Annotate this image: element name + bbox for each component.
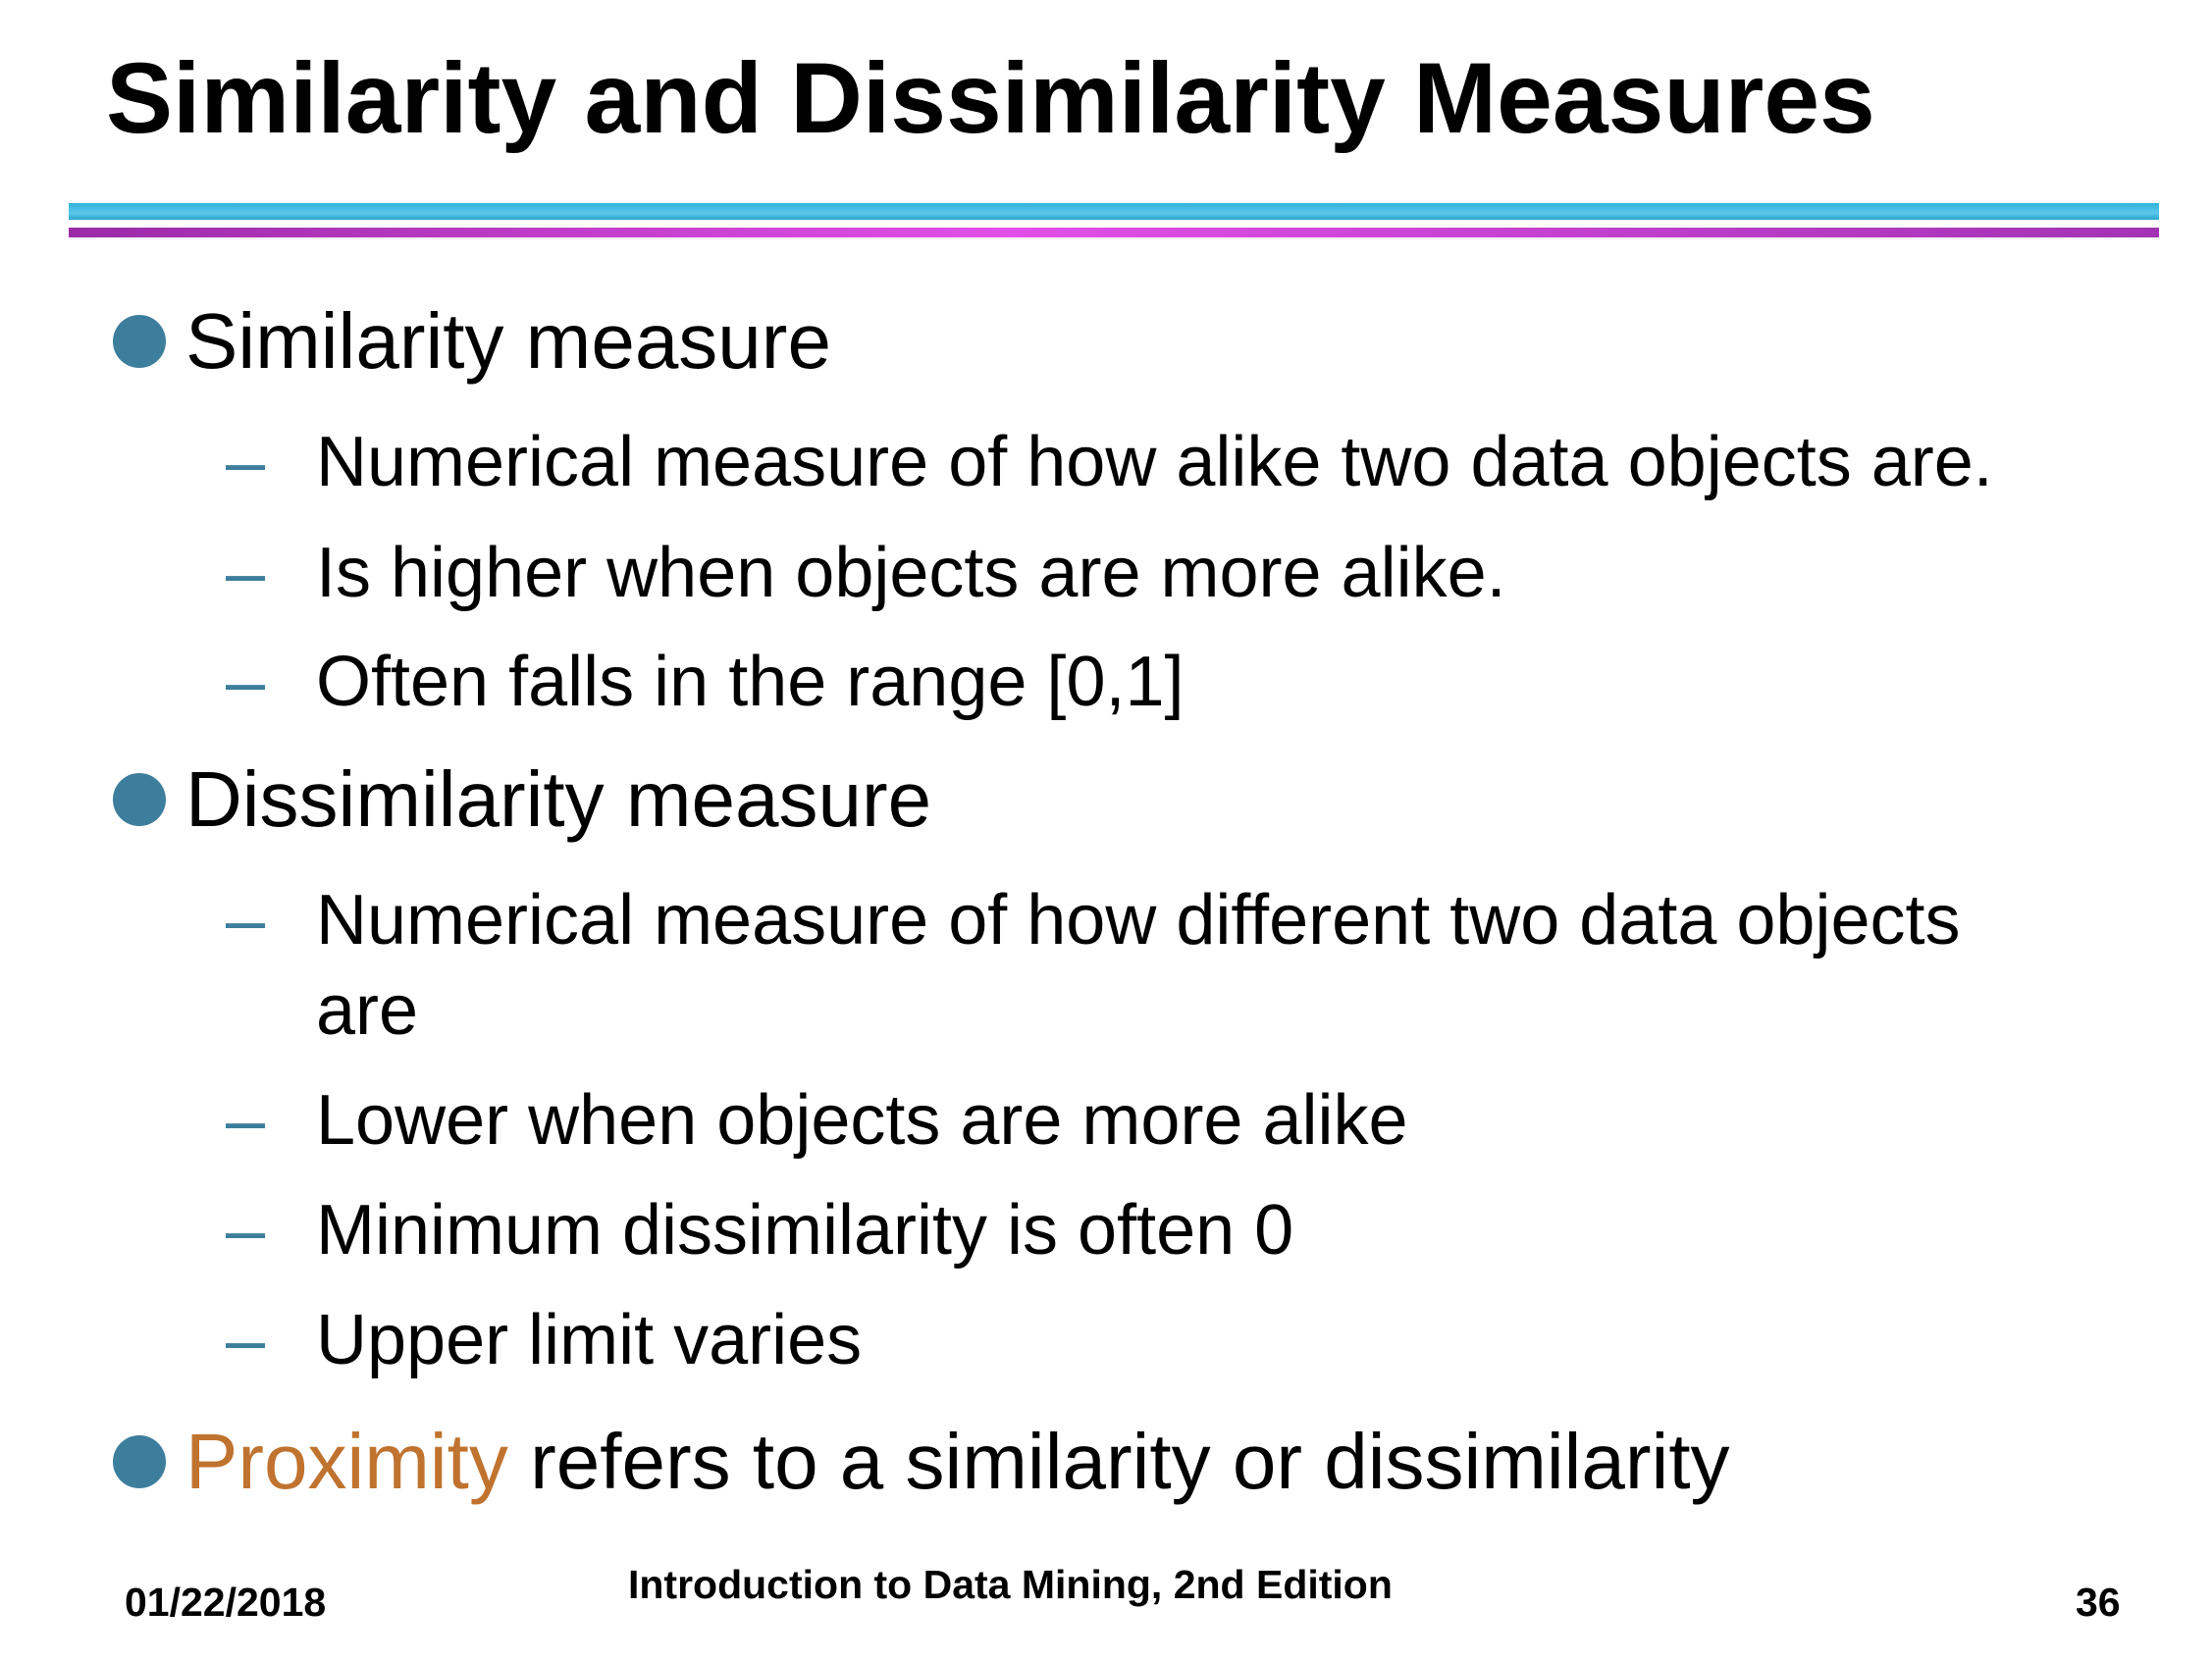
page-number: 36 [2076, 1580, 2121, 1625]
title-rule-magenta [69, 228, 2159, 237]
sub-item-text: Numerical measure of how alike two data … [316, 423, 1993, 501]
bullet-dot-icon [113, 315, 166, 368]
title-rule-cyan [69, 203, 2159, 220]
dash-icon: – [226, 1301, 266, 1379]
sub-item-text: Often falls in the range [0,1] [316, 643, 1185, 721]
highlight-term: Proximity [185, 1418, 508, 1505]
sub-item: – Is higher when objects are more alike. [226, 528, 1506, 618]
footer-book-title: Introduction to Data Mining, 2nd Edition [628, 1562, 1393, 1607]
sub-item-line: Numerical measure of how different two d… [316, 881, 1961, 960]
bullet-dissimilarity-measure: Dissimilarity measure [113, 751, 931, 849]
sub-item-text: Lower when objects are more alike [316, 1081, 1408, 1160]
sub-item: – Lower when objects are more alike [226, 1075, 1408, 1166]
sub-item-line: are [316, 971, 419, 1050]
footer-date: 01/22/2018 [125, 1580, 327, 1625]
sub-item-text: Is higher when objects are more alike. [316, 534, 1506, 612]
slide-title: Similarity and Dissimilarity Measures [106, 42, 1875, 154]
bullet-proximity: Proximity refers to a similarity or diss… [113, 1413, 1730, 1511]
sub-item: – Often falls in the range [0,1] [226, 637, 1185, 727]
dash-icon: – [226, 881, 266, 960]
dash-icon: – [226, 643, 266, 721]
bullet-text: Dissimilarity measure [185, 755, 932, 843]
sub-item-text: Minimum dissimilarity is often 0 [316, 1191, 1294, 1270]
dash-icon: – [226, 1191, 266, 1270]
bullet-dot-icon [113, 773, 166, 826]
bullet-similarity-measure: Similarity measure [113, 292, 831, 390]
sub-item: – Upper limit varies [226, 1295, 862, 1385]
sub-item: – Numerical measure of how alike two dat… [226, 417, 1993, 507]
sub-item-text: Upper limit varies [316, 1301, 863, 1379]
sub-item: – Minimum dissimilarity is often 0 [226, 1185, 1293, 1275]
bullet-text: Proximity refers to a similarity or diss… [185, 1413, 1730, 1511]
dash-icon: – [226, 423, 266, 501]
bullet-text: Similarity measure [185, 297, 831, 385]
bullet-text-rest: refers to a similarity or dissimilarity [507, 1418, 1730, 1505]
sub-item: – Numerical measure of how different two… [226, 875, 1961, 1056]
bullet-dot-icon [113, 1435, 166, 1488]
sub-item-text: Numerical measure of how different two d… [316, 875, 1961, 1056]
dash-icon: – [226, 1081, 266, 1160]
dash-icon: – [226, 534, 266, 612]
